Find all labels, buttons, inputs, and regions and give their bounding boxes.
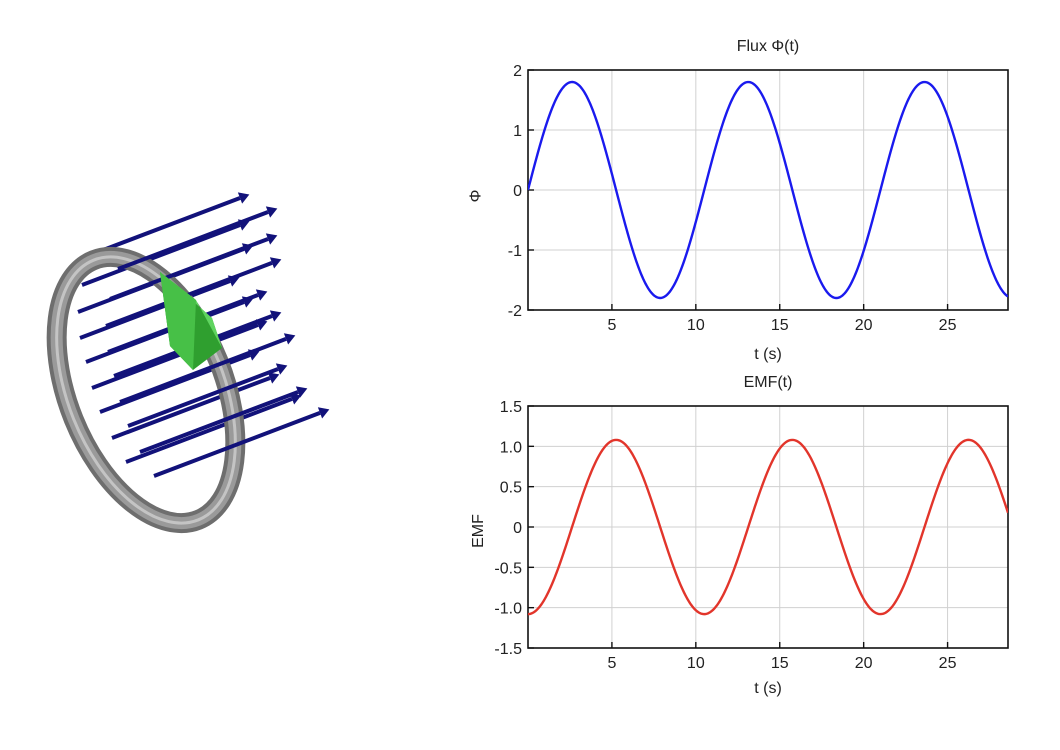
x-tick-label: 15	[771, 655, 789, 672]
x-tick-label: 20	[855, 317, 873, 334]
field-arrow-head	[275, 363, 288, 375]
field-arrow-head	[237, 192, 250, 204]
field-arrow-icon	[139, 390, 299, 454]
field-arrow-icon	[119, 337, 287, 404]
field-arrow-head	[267, 372, 280, 384]
field-arrow-icon	[117, 210, 269, 271]
flux-chart: Flux Φ(t) Φ 5 10 15 20 25 -2 -1 0 1 2 t (s)	[466, 30, 1026, 378]
y-tick-label: 1.0	[500, 439, 522, 456]
field-arrow-icon	[105, 261, 273, 328]
field-arrow-head	[317, 407, 330, 419]
field-arrow-head	[265, 206, 278, 218]
y-tick-label: -1.0	[494, 601, 522, 618]
field-scene[interactable]	[0, 0, 460, 750]
y-tick-label: 1.5	[500, 399, 522, 416]
field-arrow-head	[255, 289, 268, 301]
field-arrow-head	[283, 333, 296, 345]
ring-icon	[46, 246, 246, 534]
y-tick-label: 0.5	[500, 480, 522, 497]
y-tick-label: 0	[513, 520, 522, 537]
sensor-icon	[160, 272, 222, 370]
x-tick-label: 5	[607, 655, 616, 672]
x-axis-label: t (s)	[754, 680, 782, 697]
y-tick-label: -1.5	[494, 641, 522, 658]
x-axis-label: t (s)	[754, 346, 782, 363]
field-arrow-head	[295, 386, 308, 398]
y-tick-label: 2	[513, 63, 522, 80]
field-arrow-icon	[81, 223, 241, 287]
x-tick-label: 25	[939, 317, 957, 334]
field-arrow-head	[269, 310, 282, 322]
field-arrow-icon	[89, 196, 241, 257]
chart-title: Flux Φ(t)	[736, 38, 800, 55]
flux-plot-area: 5 10 15 20 25 -2 -1 0 1 2	[508, 63, 1009, 334]
field-arrow-head	[269, 257, 282, 269]
y-tick-label: -1	[508, 243, 522, 260]
field-arrow-icon	[125, 397, 293, 464]
y-tick-label: -0.5	[494, 560, 522, 577]
series-line	[528, 80, 1008, 300]
x-tick-label: 10	[687, 655, 705, 672]
x-tick-label: 20	[855, 655, 873, 672]
field-arrow-head	[289, 393, 302, 405]
field-arrow-head	[265, 233, 278, 245]
x-tick-label: 10	[687, 317, 705, 334]
field-arrow-icon	[127, 367, 279, 428]
x-tick-label: 5	[607, 317, 616, 334]
chart-title: EMF(t)	[743, 374, 793, 391]
field-arrow-icon	[153, 411, 321, 478]
emf-plot-area: 5 10 15 20 25 -1.5 -1.0 -0.5 0 0.5 1.0 1.5	[494, 399, 1009, 672]
x-tick-label: 15	[771, 317, 789, 334]
field-arrow-icon	[111, 376, 271, 440]
series-line	[528, 438, 1008, 616]
y-tick-label: 1	[513, 123, 522, 140]
y-tick-label: 0	[513, 183, 522, 200]
x-tick-label: 25	[939, 655, 957, 672]
field-arrow-icon	[91, 323, 259, 390]
y-tick-label: -2	[508, 303, 522, 320]
emf-chart: EMF(t) EMF 5 10 15 20 25 -1.5 -1.0 -0.5 0 0.5 1.0 1…	[466, 372, 1026, 708]
field-arrow-icon	[109, 237, 269, 301]
